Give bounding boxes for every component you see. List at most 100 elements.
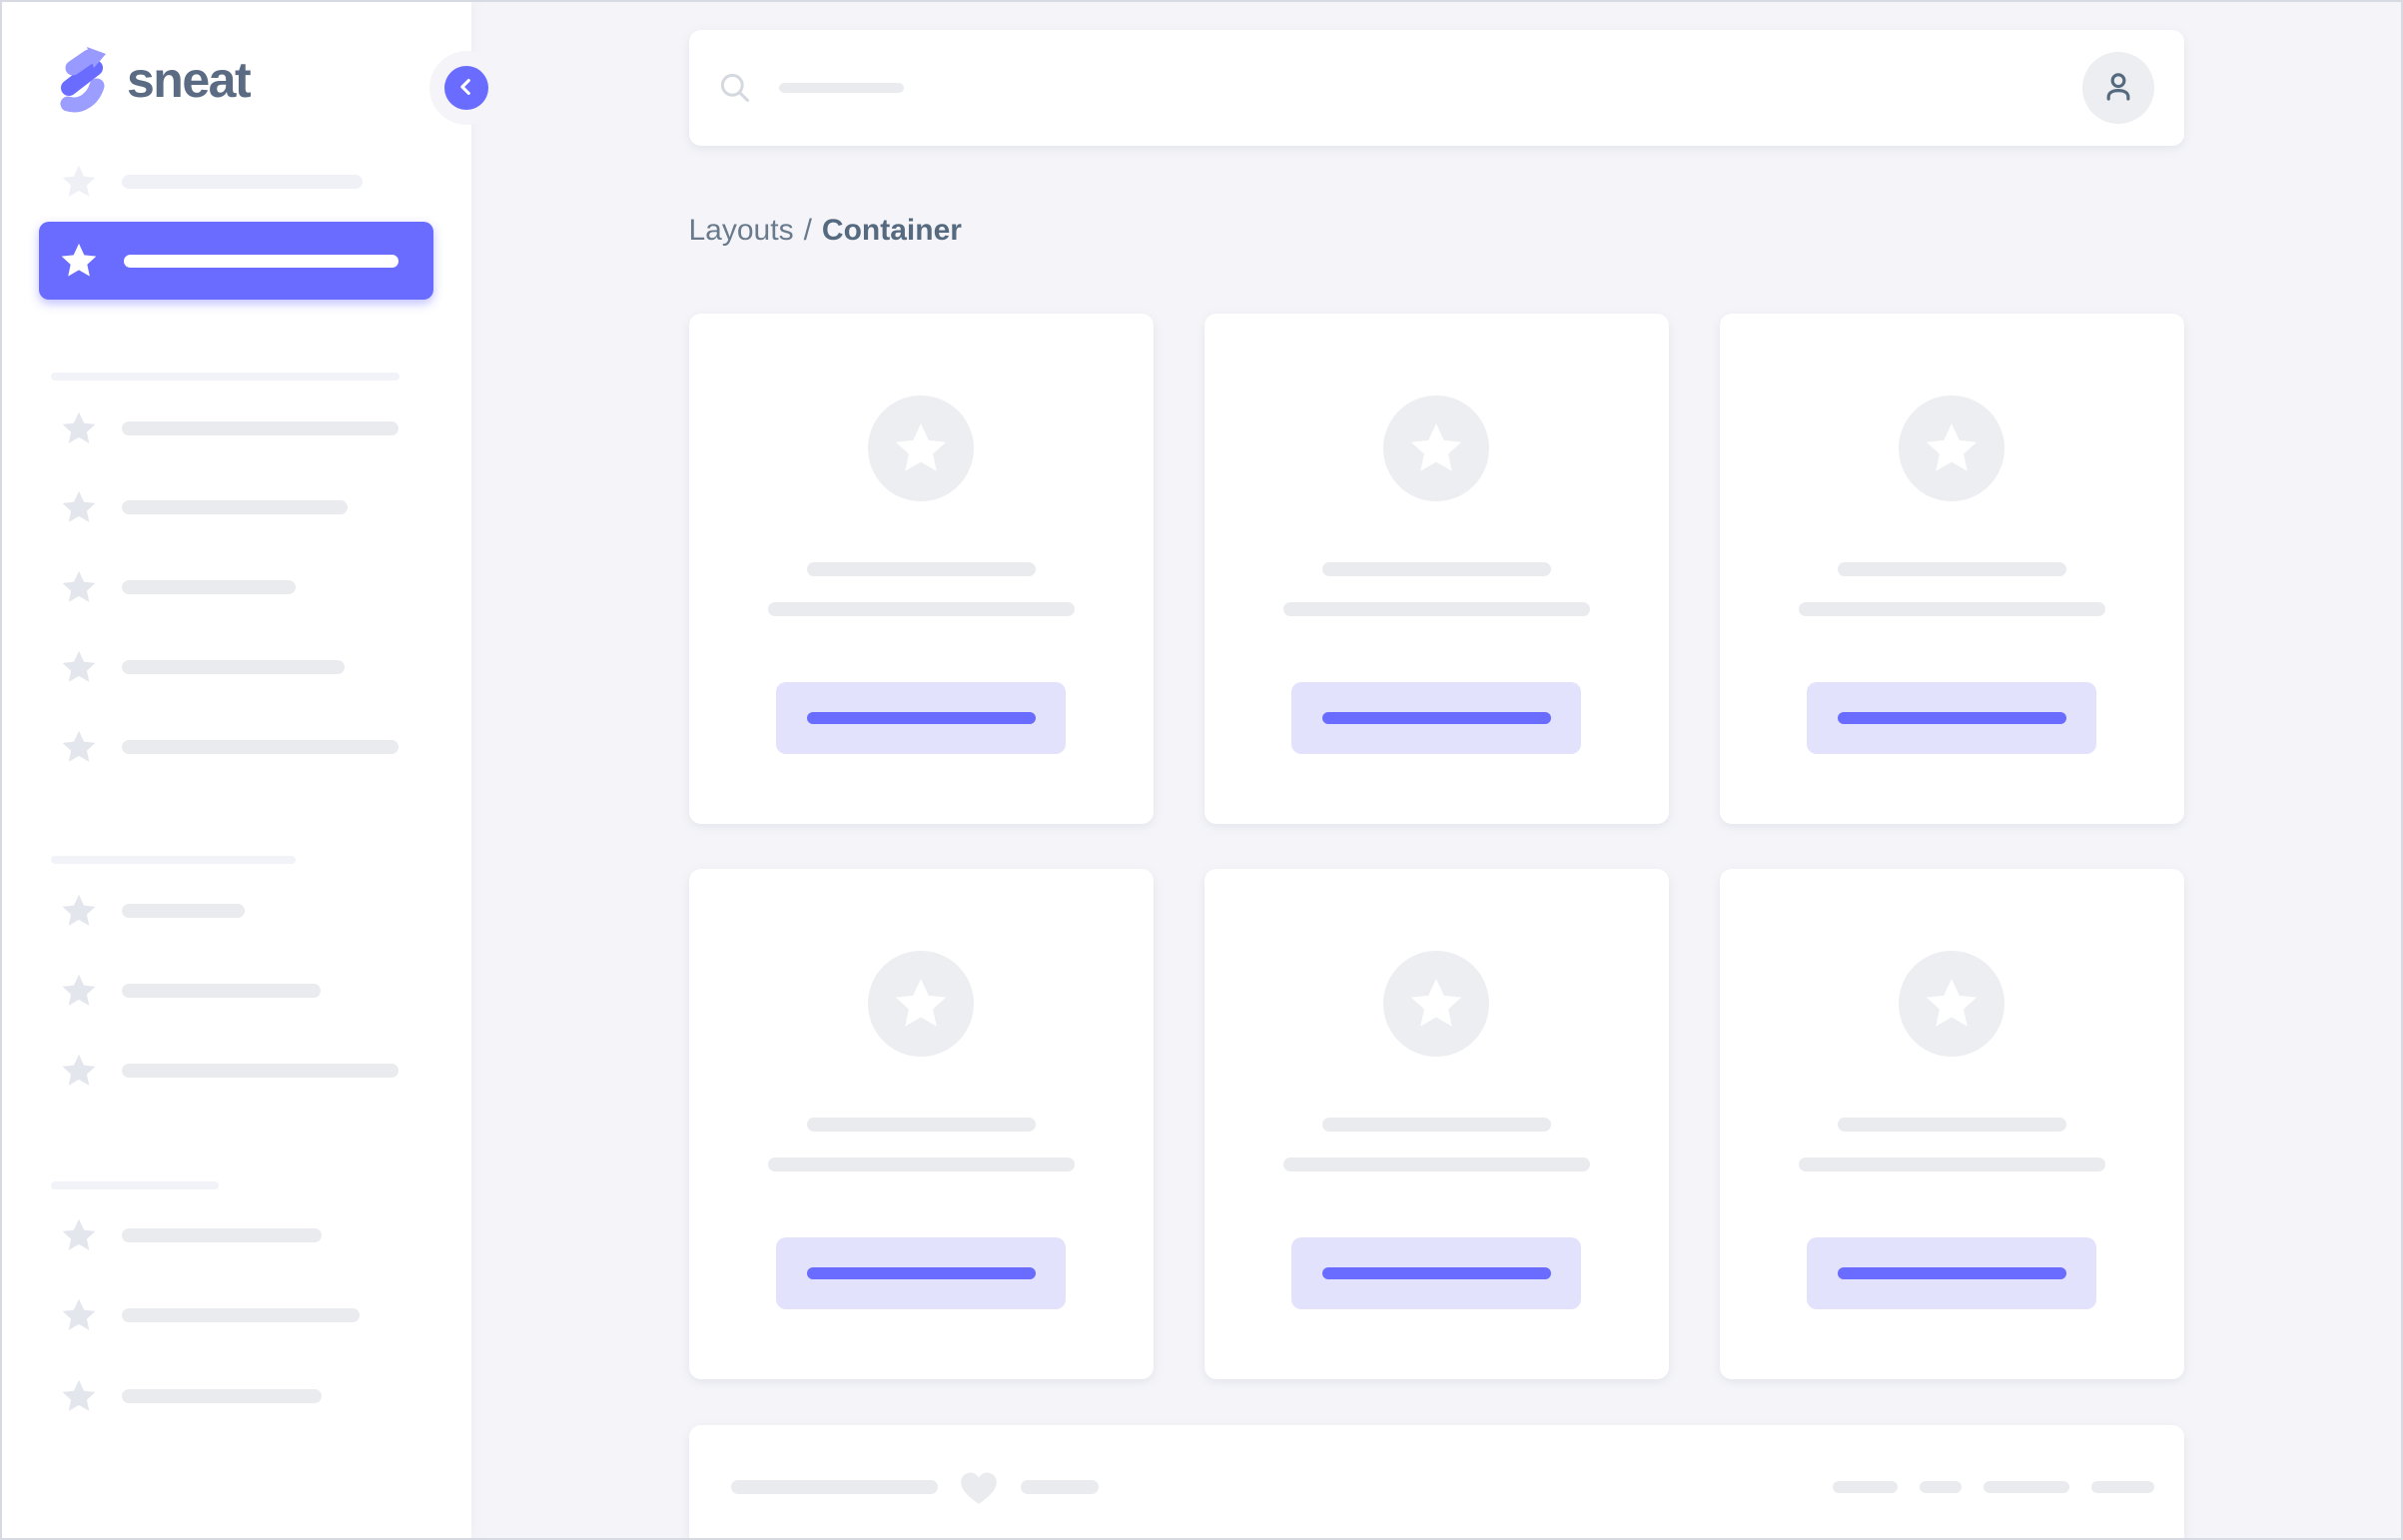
card-subtitle-bar — [1282, 1157, 1590, 1171]
sidebar-item[interactable] — [2, 707, 471, 787]
skeleton-card — [1719, 869, 2184, 1379]
skeleton-card — [1203, 869, 1669, 1379]
card-action-button[interactable] — [776, 1237, 1066, 1309]
chevron-left-icon — [455, 76, 477, 101]
star-icon — [60, 1377, 98, 1415]
card-avatar-circle — [868, 395, 974, 501]
star-icon — [60, 409, 98, 447]
star-icon — [60, 892, 98, 930]
star-icon — [60, 568, 98, 606]
sidebar-item[interactable] — [2, 547, 471, 627]
menu-item-label-bar — [122, 1228, 322, 1242]
menu-item-label-bar — [124, 254, 399, 268]
sidebar-item[interactable] — [2, 142, 471, 222]
sidebar-collapse-button[interactable] — [444, 66, 488, 110]
sidebar-item[interactable] — [2, 1195, 471, 1275]
person-icon — [2099, 68, 2137, 109]
skeleton-card — [688, 869, 1154, 1379]
search-placeholder-bar — [778, 83, 904, 93]
star-icon — [59, 241, 99, 281]
sidebar-item[interactable] — [2, 951, 471, 1031]
breadcrumb-current: Container — [821, 214, 962, 247]
card-title-bar — [806, 562, 1036, 576]
menu-item-label-bar — [122, 1308, 360, 1322]
skeleton-dash-bar — [1919, 1481, 1962, 1493]
sidebar: sneat — [2, 2, 488, 1538]
sidebar-item[interactable] — [2, 627, 471, 707]
content-container: Layouts / Container — [688, 30, 2184, 1538]
card-avatar-circle — [868, 951, 974, 1057]
button-label-bar — [806, 1267, 1036, 1279]
sidebar-item[interactable] — [2, 467, 471, 547]
breadcrumb: Layouts / Container — [689, 210, 2184, 252]
footer-card — [688, 1425, 2184, 1538]
sidebar-item[interactable] — [2, 388, 471, 468]
card-action-button[interactable] — [1807, 1237, 2096, 1309]
logo-text: sneat — [127, 52, 252, 108]
menu-item-label-bar — [122, 1389, 322, 1403]
card-subtitle-bar — [767, 602, 1075, 616]
menu-item-label-bar — [122, 1064, 399, 1078]
breadcrumb-separator: / — [803, 214, 812, 247]
card-subtitle-bar — [1282, 602, 1590, 616]
menu-section-header-bar — [51, 1181, 219, 1189]
card-subtitle-bar — [1798, 602, 2105, 616]
card-action-button[interactable] — [1291, 682, 1581, 754]
breadcrumb-parent-link[interactable]: Layouts — [688, 214, 794, 247]
card-avatar-circle — [1383, 395, 1489, 501]
menu-item-label-bar — [122, 580, 296, 594]
card-grid — [688, 314, 2184, 1379]
sidebar-item-active[interactable] — [39, 222, 433, 300]
skeleton-card — [1203, 314, 1669, 824]
logo[interactable]: sneat — [57, 42, 252, 118]
heart-icon — [957, 1465, 1001, 1509]
card-action-button[interactable] — [1291, 1237, 1581, 1309]
skeleton-card — [1719, 314, 2184, 824]
button-label-bar — [806, 712, 1036, 724]
star-icon — [60, 488, 98, 526]
star-icon — [60, 163, 98, 201]
menu-item-label-bar — [122, 904, 245, 918]
button-label-bar — [1837, 1267, 2066, 1279]
sidebar-item[interactable] — [2, 871, 471, 951]
main-content: Layouts / Container — [471, 2, 2401, 1538]
star-icon — [892, 975, 950, 1033]
card-action-button[interactable] — [776, 682, 1066, 754]
button-label-bar — [1321, 1267, 1551, 1279]
skeleton-bar — [730, 1480, 938, 1494]
sidebar-item[interactable] — [2, 1031, 471, 1111]
menu-item-label-bar — [122, 740, 399, 754]
menu-section-header-bar — [51, 373, 400, 381]
sneat-logo-icon — [57, 46, 109, 114]
star-icon — [1407, 419, 1465, 477]
skeleton-dash-bar — [2090, 1481, 2154, 1493]
card-action-button[interactable] — [1807, 682, 2096, 754]
card-title-bar — [1837, 562, 2066, 576]
skeleton-dash-bar — [1983, 1481, 2069, 1493]
star-icon — [60, 648, 98, 686]
search-input[interactable] — [717, 30, 2082, 146]
menu-item-label-bar — [122, 175, 363, 189]
user-avatar-button[interactable] — [2081, 52, 2154, 124]
skeleton-bar — [1020, 1480, 1099, 1494]
card-avatar-circle — [1899, 395, 2004, 501]
card-title-bar — [1837, 1118, 2066, 1132]
sidebar-item[interactable] — [2, 1275, 471, 1355]
sidebar-item[interactable] — [2, 1356, 471, 1436]
star-icon — [60, 1052, 98, 1090]
card-title-bar — [1321, 1118, 1551, 1132]
card-avatar-circle — [1899, 951, 2004, 1057]
search-icon — [717, 70, 753, 106]
card-subtitle-bar — [767, 1157, 1075, 1171]
menu-item-label-bar — [122, 660, 345, 674]
skeleton-card — [688, 314, 1154, 824]
card-avatar-circle — [1383, 951, 1489, 1057]
menu-item-label-bar — [122, 421, 399, 435]
footer-row — [730, 1465, 2154, 1509]
star-icon — [892, 419, 950, 477]
star-icon — [1923, 419, 1981, 477]
navbar — [688, 30, 2184, 146]
star-icon — [60, 1296, 98, 1334]
star-icon — [60, 728, 98, 766]
